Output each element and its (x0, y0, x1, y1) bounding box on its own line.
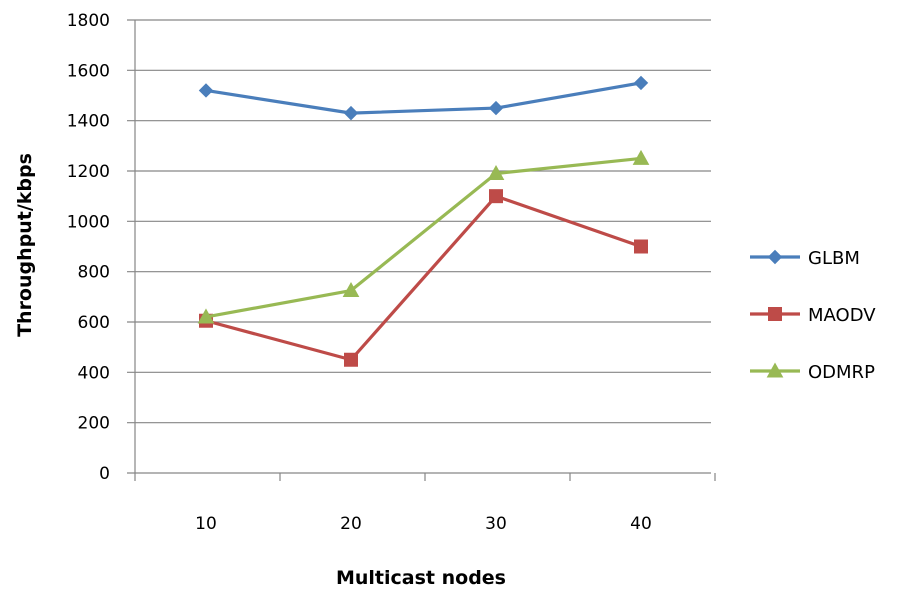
legend-item-glbm: GLBM (750, 248, 860, 269)
data-point-glbm (343, 105, 359, 121)
y-tick-label: 1800 (67, 11, 110, 31)
x-tick-label: 30 (485, 514, 507, 534)
legend-marker-odmrp (766, 362, 784, 378)
data-point-odmrp (342, 282, 360, 298)
series-maodv (199, 189, 648, 367)
legend-label-odmrp: ODMRP (808, 362, 875, 383)
data-point-odmrp (487, 164, 505, 181)
data-point-glbm (198, 83, 214, 98)
legend-label-maodv: MAODV (808, 305, 876, 326)
legend-item-maodv: MAODV (750, 305, 876, 326)
y-tick-label: 1200 (67, 162, 110, 182)
data-point-glbm (633, 75, 649, 91)
data-point-glbm (488, 100, 504, 116)
legend-label-glbm: GLBM (808, 248, 860, 269)
series-line-odmrp (205, 156, 642, 319)
y-axis-title: Throughput/kbps (14, 153, 36, 337)
legend-marker-glbm (767, 249, 783, 265)
legend-marker-maodv (768, 307, 782, 321)
x-axis-ticks: 10 20 30 40 (134, 473, 716, 534)
x-tick-label: 20 (340, 514, 362, 534)
y-tick-label: 1000 (67, 212, 110, 232)
x-axis-title: Multicast nodes (336, 567, 506, 589)
data-point-odmrp (197, 308, 215, 324)
gridlines (127, 19, 711, 474)
series-glbm (198, 75, 649, 121)
legend: GLBM MAODV ODMRP (750, 248, 876, 383)
y-tick-label: 0 (99, 464, 110, 484)
y-tick-label: 1400 (67, 112, 110, 132)
x-tick-label: 10 (195, 514, 217, 534)
data-point-maodv (634, 239, 648, 254)
y-tick-label: 800 (78, 263, 110, 283)
series-line-maodv (205, 194, 642, 362)
y-tick-label: 600 (78, 313, 110, 333)
data-point-odmrp (632, 149, 650, 165)
series-odmrp (197, 149, 650, 324)
series-line-glbm (205, 81, 642, 115)
data-point-maodv (489, 189, 503, 204)
y-tick-label: 1600 (67, 61, 110, 81)
y-tick-label: 200 (78, 414, 110, 434)
x-tick-label: 40 (630, 514, 652, 534)
y-axis-ticks: 0 200 400 600 800 1000 1200 1400 1600 1800 (67, 11, 110, 484)
legend-item-odmrp: ODMRP (750, 362, 875, 383)
y-tick-label: 400 (78, 363, 110, 383)
series-layer (197, 75, 650, 367)
data-point-maodv (344, 352, 358, 367)
